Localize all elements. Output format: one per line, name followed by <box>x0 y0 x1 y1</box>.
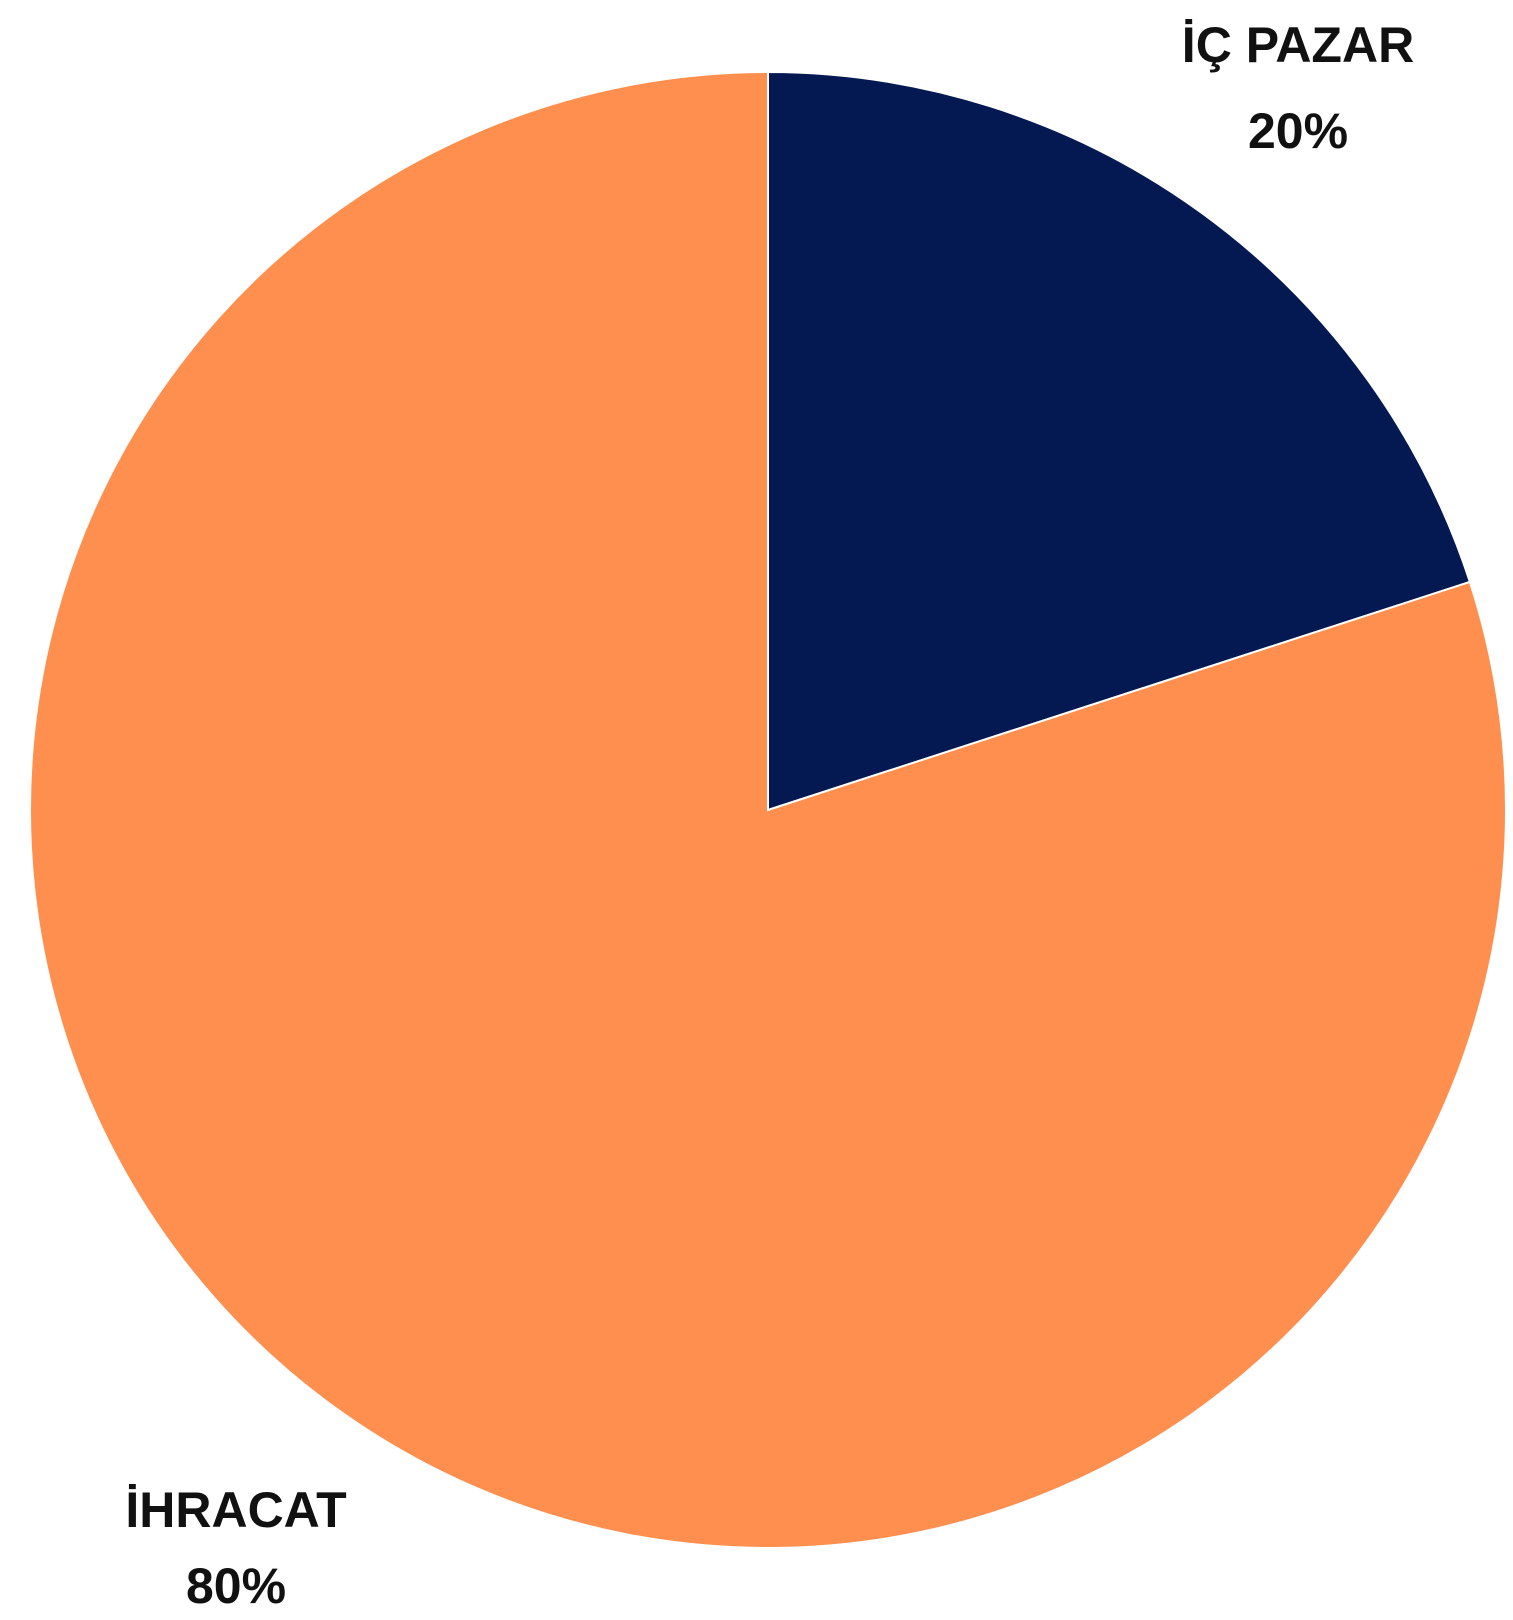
slice-label-ihracat: İHRACAT <box>125 1482 346 1538</box>
pie-slice-ic-pazar <box>767 70 1472 812</box>
pie-slice-ihracat <box>29 70 1507 1549</box>
slice-value-ihracat: 80% <box>186 1558 286 1614</box>
slice-label-ic-pazar: İÇ PAZAR <box>1182 17 1414 73</box>
pie-slices <box>29 70 1507 1549</box>
slice-value-ic-pazar: 20% <box>1248 103 1348 159</box>
